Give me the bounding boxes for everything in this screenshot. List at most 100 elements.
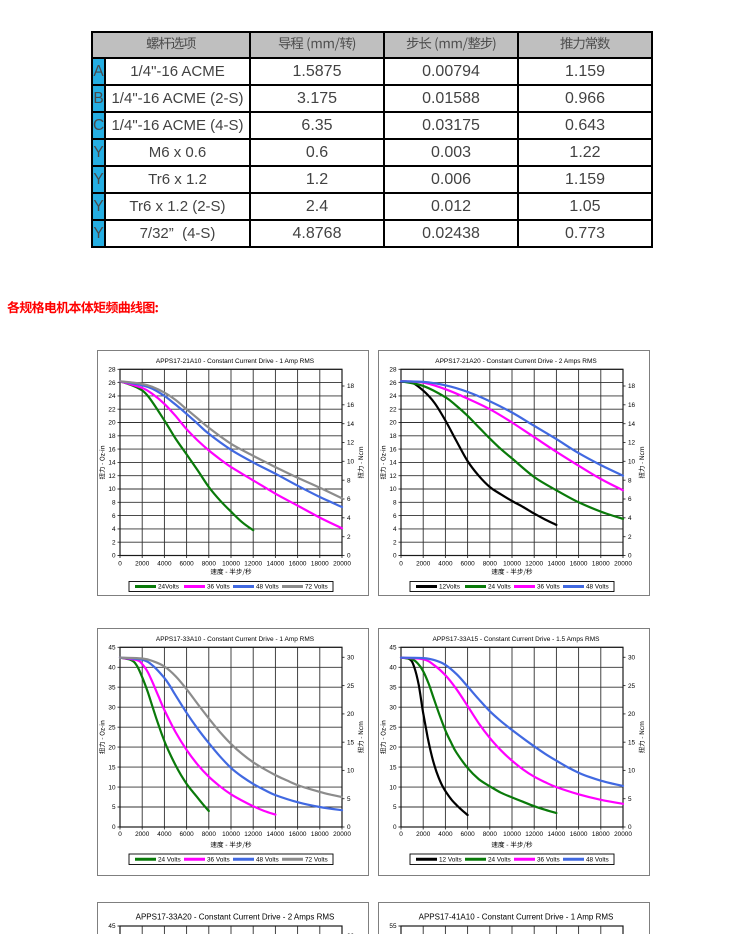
svg-text:25: 25 (389, 724, 397, 731)
svg-text:25: 25 (108, 724, 116, 731)
svg-text:12Volts: 12Volts (439, 584, 460, 591)
svg-text:6: 6 (347, 496, 351, 503)
svg-text:0: 0 (392, 553, 396, 560)
svg-text:12000: 12000 (244, 561, 262, 568)
svg-text:0: 0 (347, 553, 351, 560)
svg-text:4: 4 (392, 526, 396, 533)
svg-text:16: 16 (628, 402, 636, 409)
svg-text:10: 10 (389, 784, 397, 791)
svg-text:APPS17-21A20 - Constant Curren: APPS17-21A20 - Constant Current Drive - … (435, 358, 597, 365)
svg-text:14: 14 (628, 421, 636, 428)
svg-text:30: 30 (389, 704, 397, 711)
svg-text:0: 0 (399, 561, 403, 568)
svg-text:6: 6 (111, 513, 115, 520)
svg-text:6000: 6000 (179, 831, 194, 838)
svg-text:35: 35 (108, 684, 116, 691)
svg-text:20000: 20000 (333, 831, 351, 838)
svg-text:4000: 4000 (157, 831, 172, 838)
svg-text:12: 12 (347, 440, 355, 447)
svg-text:20000: 20000 (333, 561, 351, 568)
svg-text:12: 12 (108, 473, 116, 480)
svg-text:10000: 10000 (503, 561, 521, 568)
svg-text:0: 0 (118, 561, 122, 568)
svg-text:10: 10 (389, 486, 397, 493)
svg-text:25: 25 (347, 682, 355, 689)
svg-text:2: 2 (392, 540, 396, 547)
svg-text:36 Volts: 36 Volts (537, 856, 560, 863)
svg-text:24 Volts: 24 Volts (158, 856, 181, 863)
svg-text:20: 20 (389, 744, 397, 751)
svg-text:0: 0 (628, 553, 632, 560)
svg-text:8: 8 (347, 478, 351, 485)
svg-text:48 Volts: 48 Volts (586, 856, 609, 863)
svg-text:48 Volts: 48 Volts (256, 584, 279, 591)
svg-text:18000: 18000 (310, 831, 328, 838)
svg-text:40: 40 (108, 664, 116, 671)
svg-text:12: 12 (628, 440, 636, 447)
svg-text:15: 15 (628, 739, 636, 746)
svg-text:14: 14 (347, 421, 355, 428)
svg-text:48 Volts: 48 Volts (256, 856, 279, 863)
svg-text:5: 5 (111, 804, 115, 811)
svg-text:24 Volts: 24 Volts (488, 584, 511, 591)
svg-text:6000: 6000 (460, 561, 475, 568)
svg-text:APPS17-41A10 - Constant Curren: APPS17-41A10 - Constant Current Drive - … (418, 913, 613, 922)
svg-text:8000: 8000 (482, 831, 497, 838)
svg-text:10000: 10000 (222, 561, 240, 568)
svg-text:6: 6 (628, 496, 632, 503)
svg-text:12: 12 (389, 473, 397, 480)
svg-text:10000: 10000 (503, 831, 521, 838)
svg-text:20000: 20000 (614, 561, 632, 568)
svg-text:36 Volts: 36 Volts (537, 584, 560, 591)
svg-text:30: 30 (108, 704, 116, 711)
svg-text:25: 25 (628, 682, 636, 689)
svg-text:12 Volts: 12 Volts (439, 856, 462, 863)
svg-text:36 Volts: 36 Volts (207, 584, 230, 591)
svg-text:45: 45 (108, 923, 116, 930)
svg-text:14000: 14000 (547, 561, 565, 568)
svg-text:36 Volts: 36 Volts (207, 856, 230, 863)
svg-text:35: 35 (389, 684, 397, 691)
svg-text:4: 4 (111, 526, 115, 533)
svg-text:5: 5 (628, 795, 632, 802)
svg-text:0: 0 (392, 824, 396, 831)
svg-text:12000: 12000 (525, 561, 543, 568)
svg-text:26: 26 (108, 380, 116, 387)
svg-text:6000: 6000 (179, 561, 194, 568)
svg-text:45: 45 (389, 644, 397, 651)
svg-text:18: 18 (108, 433, 116, 440)
svg-text:0: 0 (111, 824, 115, 831)
svg-text:30: 30 (628, 654, 636, 661)
svg-text:55: 55 (389, 923, 397, 930)
svg-text:20: 20 (108, 744, 116, 751)
svg-text:2: 2 (347, 534, 351, 541)
svg-text:2000: 2000 (135, 561, 150, 568)
svg-text:10: 10 (628, 459, 636, 466)
svg-text:8: 8 (628, 478, 632, 485)
svg-text:12000: 12000 (525, 831, 543, 838)
svg-text:2000: 2000 (416, 561, 431, 568)
svg-text:6: 6 (392, 513, 396, 520)
svg-text:40: 40 (389, 664, 397, 671)
svg-text:10: 10 (108, 486, 116, 493)
svg-text:20: 20 (108, 420, 116, 427)
svg-text:2: 2 (111, 540, 115, 547)
svg-text:5: 5 (392, 804, 396, 811)
svg-text:24: 24 (108, 393, 116, 400)
svg-text:20: 20 (347, 711, 355, 718)
svg-text:16: 16 (389, 447, 397, 454)
svg-text:18: 18 (628, 383, 636, 390)
svg-text:12000: 12000 (244, 831, 262, 838)
svg-text:APPS17-33A15 - Constant Curren: APPS17-33A15 - Constant Current Drive - … (432, 636, 600, 643)
svg-text:APPS17-33A10 - Constant Curren: APPS17-33A10 - Constant Current Drive - … (155, 636, 314, 643)
svg-text:18: 18 (389, 433, 397, 440)
svg-text:28: 28 (389, 367, 397, 374)
svg-text:22: 22 (108, 407, 116, 414)
svg-text:10: 10 (628, 767, 636, 774)
svg-text:0: 0 (628, 824, 632, 831)
svg-text:20: 20 (628, 711, 636, 718)
svg-text:48 Volts: 48 Volts (586, 584, 609, 591)
svg-text:10000: 10000 (222, 831, 240, 838)
svg-text:16: 16 (347, 402, 355, 409)
svg-text:2000: 2000 (135, 831, 150, 838)
